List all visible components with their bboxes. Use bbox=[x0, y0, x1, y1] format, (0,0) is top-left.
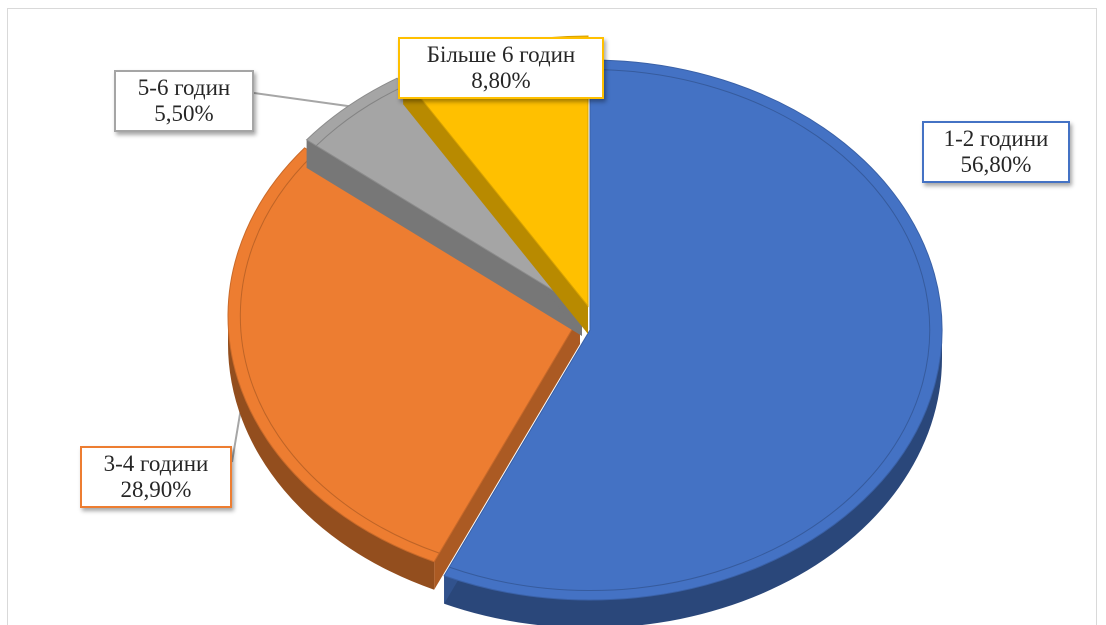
data-label-value: 5,50% bbox=[154, 101, 214, 126]
leader-line-3 bbox=[253, 92, 363, 109]
pie-slice-top bbox=[443, 59, 943, 601]
pie-slice-1 bbox=[443, 59, 943, 625]
data-label-category: 5-6 годин bbox=[137, 75, 231, 100]
data-label-category: 1-2 години bbox=[943, 126, 1049, 151]
pie-slice-wall bbox=[306, 139, 582, 336]
data-label-value: 56,80% bbox=[960, 152, 1032, 177]
pie-slice-top bbox=[227, 147, 581, 563]
data-label-category: Більше 6 годин bbox=[426, 42, 576, 67]
pie-slice-wall bbox=[403, 76, 588, 334]
data-label: Більше 6 годин 8,80% bbox=[398, 37, 604, 99]
pie-slice-top bbox=[305, 77, 583, 309]
pie-slice-side bbox=[444, 330, 942, 625]
data-label: 3-4 години 28,90% bbox=[80, 446, 232, 508]
data-label-value: 28,90% bbox=[120, 477, 192, 502]
data-label-category: 3-4 години bbox=[103, 451, 209, 476]
pie-slice-wall bbox=[434, 316, 580, 590]
data-label-value: 8,80% bbox=[471, 68, 531, 93]
pie-slice-bevel bbox=[239, 153, 440, 554]
data-label: 5-6 годин 5,50% bbox=[114, 70, 254, 132]
pie-slice-bevel bbox=[449, 68, 931, 591]
pie-slice-bevel bbox=[315, 85, 404, 147]
pie-slice-side bbox=[228, 316, 435, 590]
data-label: 1-2 години 56,80% bbox=[922, 121, 1070, 183]
